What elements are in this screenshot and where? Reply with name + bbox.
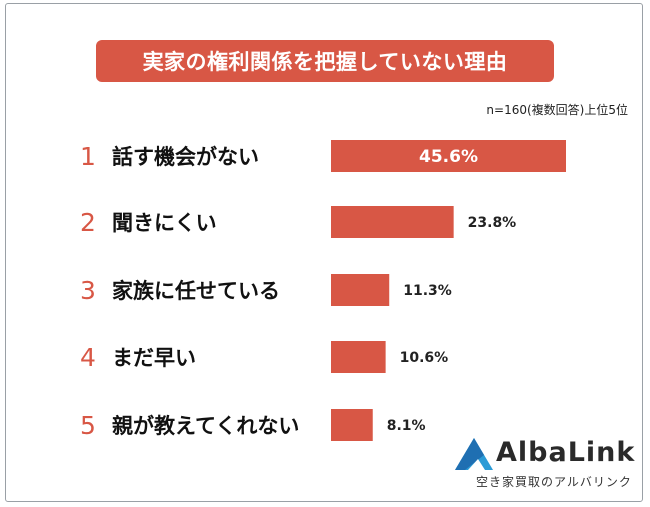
rank-label: 1	[80, 142, 96, 171]
rank-label: 3	[80, 276, 96, 305]
logo-tagline: 空き家買取のアルバリンク	[476, 475, 632, 489]
category-label: 親が教えてくれない	[112, 414, 299, 438]
category-label: まだ早い	[112, 346, 196, 370]
data-label: 45.6%	[419, 147, 478, 167]
bar	[331, 274, 390, 306]
chart-title: 実家の権利関係を把握していない理由	[96, 40, 554, 82]
data-label: 23.8%	[468, 215, 517, 231]
albalink-logo-mark-icon	[455, 438, 493, 470]
bar	[331, 341, 386, 373]
rank-label: 4	[80, 343, 96, 372]
bar	[331, 140, 566, 172]
category-label: 聞きにくい	[112, 211, 217, 235]
rank-label: 2	[80, 208, 96, 237]
data-label: 11.3%	[403, 283, 452, 299]
category-label: 家族に任せている	[112, 279, 280, 303]
category-label: 話す機会がない	[112, 145, 259, 169]
albalink-logo: AlbaLink 空き家買取のアルバリンク	[454, 433, 634, 493]
data-label: 8.1%	[387, 418, 426, 434]
bar	[331, 409, 373, 441]
bar	[331, 206, 454, 238]
chart-frame	[5, 3, 643, 502]
sample-note: n=160(複数回答)上位5位	[486, 103, 628, 117]
logo-name: AlbaLink	[496, 437, 636, 468]
rank-label: 5	[80, 411, 96, 440]
data-label: 10.6%	[400, 350, 449, 366]
